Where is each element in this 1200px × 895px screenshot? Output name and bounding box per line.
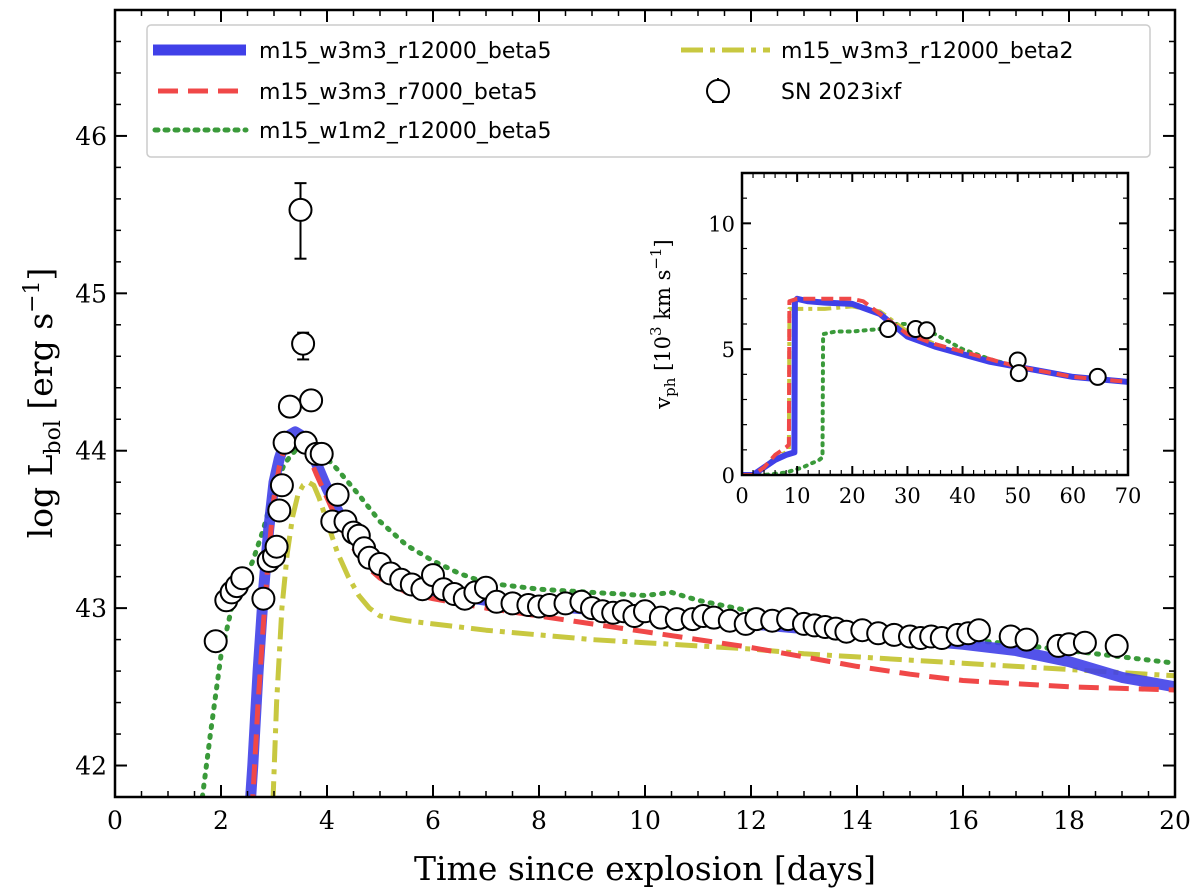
x-tick-label: 2 bbox=[213, 806, 229, 835]
inset-y-title-exp: 3 bbox=[647, 326, 665, 336]
inset-x-tick-label: 40 bbox=[949, 484, 976, 508]
inset-x-tick-label: 10 bbox=[784, 484, 811, 508]
inset-y-tick-label: 0 bbox=[722, 464, 735, 488]
legend-label-w1m2: m15_w1m2_r12000_beta5 bbox=[259, 119, 551, 144]
obs-point bbox=[203, 629, 228, 654]
inset-x-tick-label: 70 bbox=[1115, 484, 1142, 508]
obs-point bbox=[291, 331, 316, 356]
legend-label-r7000: m15_w3m3_r7000_beta5 bbox=[259, 80, 537, 105]
y-axis-title-sub: bol bbox=[41, 420, 66, 454]
obs-point bbox=[267, 498, 292, 523]
inset-y-title-end: km s bbox=[651, 270, 675, 327]
inset-obs-point bbox=[1009, 364, 1028, 383]
legend: m15_w3m3_r12000_beta5 m15_w3m3_r7000_bet… bbox=[146, 24, 1151, 158]
obs-point bbox=[251, 586, 276, 611]
obs-point bbox=[272, 430, 297, 455]
y-axis-title-unit: [erg s bbox=[21, 313, 60, 420]
inset-ticks-layer: 0 10 20 30 40 50 60 70 0 5 10 bbox=[708, 172, 1142, 508]
inset-y-axis-title: vph [103 km s−1] bbox=[647, 239, 679, 409]
main-observations-layer bbox=[203, 182, 1129, 658]
legend-label-beta5-r12000: m15_w3m3_r12000_beta5 bbox=[259, 39, 551, 64]
x-tick-label: 20 bbox=[1159, 806, 1191, 835]
inset-x-tick-label: 30 bbox=[894, 484, 921, 508]
obs-point bbox=[1014, 627, 1039, 652]
legend-label-obs: SN 2023ixf bbox=[781, 80, 903, 105]
obs-point bbox=[288, 197, 313, 222]
inset-series-line-1 bbox=[742, 296, 1128, 475]
legend-frame bbox=[146, 24, 1151, 158]
inset-x-tick-label: 50 bbox=[1004, 484, 1031, 508]
obs-point bbox=[1072, 630, 1097, 655]
y-axis-title-exp: −1 bbox=[20, 280, 45, 312]
inset-obs-point bbox=[917, 321, 936, 340]
inset-observations-layer bbox=[879, 320, 1107, 386]
inset-y-title-exp2: −1 bbox=[647, 248, 665, 270]
legend-label-beta2: m15_w3m3_r12000_beta2 bbox=[781, 39, 1073, 64]
y-tick-label: 43 bbox=[75, 594, 107, 623]
obs-point bbox=[1104, 633, 1129, 658]
obs-point bbox=[299, 388, 324, 413]
x-tick-label: 4 bbox=[319, 806, 335, 835]
inset-y-tick-label: 10 bbox=[708, 212, 735, 236]
inset-y-title-sub: ph bbox=[661, 377, 679, 397]
inset-background bbox=[742, 173, 1128, 475]
inset-obs-point bbox=[879, 320, 898, 338]
y-axis-title: log Lbol [erg s−1] bbox=[20, 268, 66, 539]
x-tick-label: 18 bbox=[1053, 806, 1085, 835]
obs-point bbox=[277, 394, 302, 419]
y-axis-title-main: log L bbox=[21, 454, 60, 538]
y-tick-label: 45 bbox=[75, 279, 107, 308]
y-tick-label: 46 bbox=[75, 122, 107, 151]
x-tick-label: 6 bbox=[425, 806, 441, 835]
x-tick-label: 12 bbox=[735, 806, 767, 835]
x-tick-label: 8 bbox=[531, 806, 547, 835]
y-tick-label: 42 bbox=[75, 752, 107, 781]
inset-x-tick-label: 20 bbox=[839, 484, 866, 508]
inset-y-title-unit: [10 bbox=[651, 336, 675, 378]
inset-y-tick-label: 5 bbox=[722, 338, 735, 362]
inset-y-title-close: ] bbox=[651, 239, 675, 247]
inset-x-tick-label: 60 bbox=[1059, 484, 1086, 508]
x-tick-label: 10 bbox=[629, 806, 661, 835]
x-axis-title: Time since explosion [days] bbox=[414, 849, 876, 888]
inset-x-tick-label: 0 bbox=[735, 484, 748, 508]
x-tick-label: 0 bbox=[107, 806, 123, 835]
obs-point bbox=[309, 441, 334, 466]
legend-obs-marker bbox=[706, 79, 730, 103]
x-tick-label: 14 bbox=[841, 806, 873, 835]
y-axis-title-end: ] bbox=[21, 268, 60, 281]
y-tick-label: 44 bbox=[75, 437, 107, 466]
obs-point bbox=[269, 473, 294, 498]
obs-point bbox=[264, 534, 289, 559]
obs-point bbox=[325, 482, 350, 507]
obs-point bbox=[966, 618, 991, 643]
series-line-3 bbox=[270, 479, 1175, 797]
inset-series-line-0 bbox=[742, 295, 1128, 475]
x-tick-label: 16 bbox=[947, 806, 979, 835]
inset-y-title-main: v bbox=[651, 397, 675, 410]
obs-point bbox=[230, 566, 255, 591]
inset-obs-point bbox=[1088, 367, 1107, 386]
inset-chart: 0 10 20 30 40 50 60 70 0 5 10 vph [103 km s−1] bbox=[647, 171, 1142, 508]
